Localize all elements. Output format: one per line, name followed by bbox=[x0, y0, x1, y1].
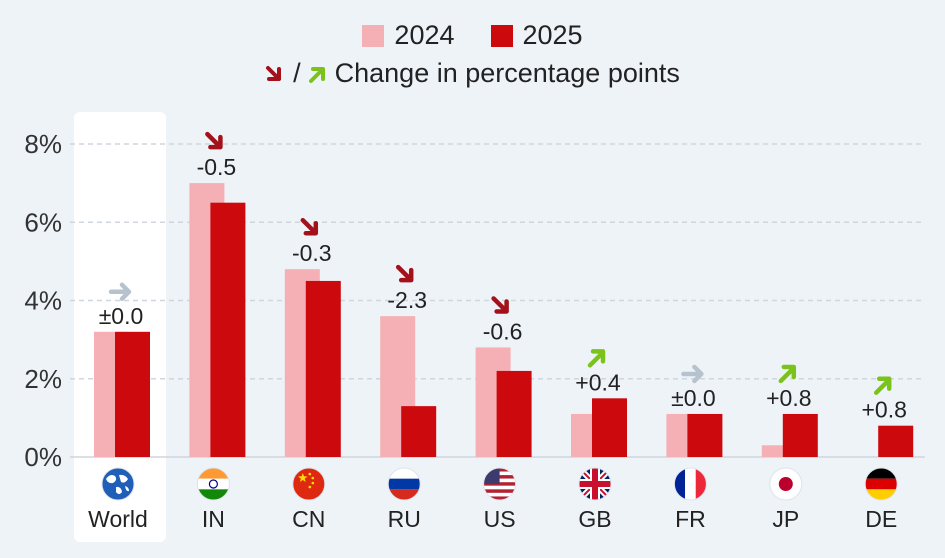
change-label: -0.6 bbox=[483, 318, 523, 344]
y-tick-label: 6% bbox=[24, 207, 62, 237]
arrow-path bbox=[681, 364, 704, 384]
category-label: US bbox=[484, 506, 516, 532]
arrow-path bbox=[205, 131, 223, 150]
change-label: -0.5 bbox=[197, 154, 237, 180]
flat-arrow-icon bbox=[108, 282, 132, 302]
arrow-path bbox=[491, 296, 509, 314]
y-tick-label: 8% bbox=[24, 129, 62, 159]
up-arrow-icon bbox=[873, 376, 892, 395]
india-flag-icon bbox=[196, 467, 230, 501]
change-label: +0.8 bbox=[861, 397, 906, 423]
legend-separator: / bbox=[293, 58, 301, 88]
arrow-path bbox=[587, 349, 606, 368]
usa-flag-icon bbox=[483, 467, 517, 501]
france-flag-icon bbox=[673, 467, 707, 501]
globe-icon bbox=[101, 467, 135, 501]
arrow-path bbox=[873, 376, 892, 395]
bar-2024 bbox=[761, 445, 797, 457]
y-tick-label: 2% bbox=[24, 364, 62, 394]
bar-2025 bbox=[305, 280, 341, 457]
arrow-path bbox=[395, 264, 414, 283]
change-label: -0.3 bbox=[292, 240, 332, 266]
legend-item-2025: 2025 bbox=[490, 20, 583, 51]
category-label: DE bbox=[865, 506, 897, 532]
legend-swatch-2025 bbox=[490, 24, 513, 47]
arrow-path bbox=[778, 364, 797, 384]
category-label: IN bbox=[202, 506, 225, 532]
down-arrow-icon bbox=[266, 65, 282, 81]
uk-flag-icon bbox=[578, 467, 612, 501]
legend-change-note: / Change in percentage points bbox=[0, 58, 945, 89]
category-label: RU bbox=[388, 506, 421, 532]
bar-2025 bbox=[496, 370, 532, 457]
legend-item-2024: 2024 bbox=[362, 20, 455, 51]
germany-flag-icon bbox=[864, 467, 898, 501]
bar-2025 bbox=[878, 425, 914, 457]
legend-change-text: Change in percentage points bbox=[334, 58, 680, 88]
change-label: ±0.0 bbox=[671, 385, 716, 411]
legend-label-2025: 2025 bbox=[522, 20, 583, 50]
russia-flag-icon bbox=[387, 467, 421, 501]
category-label: FR bbox=[675, 506, 706, 532]
down-arrow-icon bbox=[205, 131, 223, 150]
up-arrow-icon bbox=[778, 364, 797, 384]
y-tick-label: 4% bbox=[24, 286, 62, 316]
change-label: -2.3 bbox=[387, 287, 427, 313]
japan-flag-icon bbox=[769, 467, 803, 501]
category-label: GB bbox=[578, 506, 611, 532]
y-tick-label: 0% bbox=[24, 442, 62, 472]
down-arrow-icon bbox=[395, 264, 414, 283]
bar-2025 bbox=[210, 202, 246, 457]
down-arrow-icon bbox=[300, 217, 319, 236]
down-arrow-icon bbox=[491, 296, 509, 314]
arrow-path bbox=[300, 217, 319, 236]
legend-swatch-2024 bbox=[362, 24, 385, 47]
bar-2025 bbox=[592, 398, 627, 457]
arrow-path bbox=[108, 282, 132, 302]
legend: 2024 2025 bbox=[0, 20, 945, 51]
bar-2025 bbox=[687, 413, 723, 457]
category-label: CN bbox=[292, 506, 325, 532]
change-label: +0.8 bbox=[766, 385, 811, 411]
category-label: World bbox=[88, 506, 148, 532]
up-arrow-icon bbox=[587, 349, 606, 368]
china-flag-icon bbox=[292, 467, 326, 501]
category-label: JP bbox=[772, 506, 799, 532]
change-label: +0.4 bbox=[575, 369, 621, 395]
bar-2025 bbox=[115, 331, 150, 457]
change-label: ±0.0 bbox=[99, 303, 144, 329]
bar-2025 bbox=[782, 413, 818, 457]
legend-label-2024: 2024 bbox=[394, 20, 455, 50]
flat-arrow-icon bbox=[681, 364, 704, 384]
bar-2025 bbox=[401, 406, 437, 457]
up-arrow-icon bbox=[308, 66, 325, 83]
